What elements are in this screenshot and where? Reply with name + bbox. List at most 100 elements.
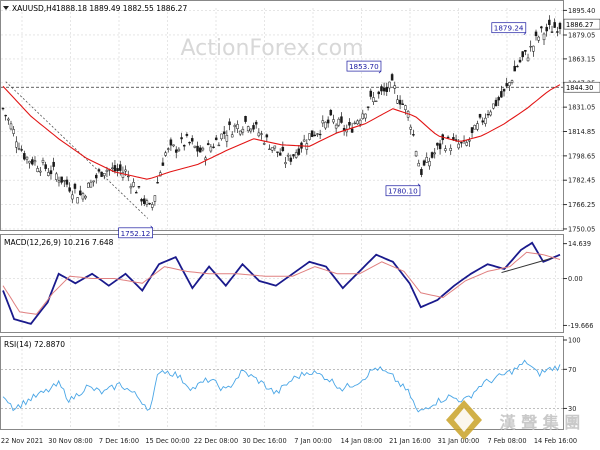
candle-body bbox=[284, 162, 287, 165]
candle-body bbox=[241, 128, 245, 133]
price-y-tick-label: 1863.15 bbox=[568, 55, 595, 63]
candle-body bbox=[385, 86, 389, 92]
candle-body bbox=[63, 180, 66, 182]
candle-body bbox=[444, 148, 447, 151]
annotation-box bbox=[385, 185, 421, 197]
candle-body bbox=[12, 129, 15, 134]
candle-body bbox=[550, 31, 554, 33]
candle-body bbox=[422, 160, 426, 166]
annotation-label: 1780.10 bbox=[388, 187, 418, 196]
macd-y-tick-label: -19.666 bbox=[568, 322, 593, 330]
candle-body bbox=[254, 121, 258, 125]
axis-layer: 22 Nov 2021 30 Nov 08:00 7 Dec 16:00 15 Dec… bbox=[1, 7, 600, 445]
candle-body bbox=[302, 139, 306, 142]
candle-body bbox=[132, 182, 135, 187]
candle-body bbox=[57, 180, 61, 183]
candle-body bbox=[526, 57, 530, 62]
candle-body bbox=[15, 141, 18, 148]
candle-body bbox=[414, 151, 418, 157]
candle-body bbox=[166, 148, 170, 150]
candle-body bbox=[468, 139, 471, 142]
price-layer: 1853.70 1752.12 1780.10 1879.24 bbox=[1, 15, 563, 239]
candle-body bbox=[353, 122, 357, 125]
candle-body bbox=[270, 147, 274, 151]
candle-body bbox=[521, 51, 524, 58]
candle-body bbox=[41, 159, 45, 163]
candle-body bbox=[332, 119, 335, 123]
candle-body bbox=[420, 169, 423, 175]
annotation-box bbox=[346, 60, 382, 72]
candle-body bbox=[7, 118, 10, 121]
x-tick-label: 30 Nov 08:00 bbox=[48, 437, 92, 445]
candle-body bbox=[135, 192, 138, 194]
macd-line bbox=[2, 241, 561, 325]
candle-body bbox=[377, 91, 381, 95]
candle-body bbox=[494, 99, 498, 106]
candle-body bbox=[148, 202, 151, 205]
candle-body bbox=[233, 124, 237, 128]
macd-panel bbox=[0, 234, 564, 333]
candle-body bbox=[222, 131, 226, 135]
signal-line bbox=[2, 251, 561, 315]
candle-body bbox=[286, 154, 290, 157]
candle-body bbox=[79, 190, 82, 196]
candle-body bbox=[518, 59, 522, 63]
price-y-tick-label: 1782.45 bbox=[568, 177, 595, 185]
candle-body bbox=[97, 169, 101, 172]
candle-body bbox=[198, 147, 202, 153]
candle-body bbox=[47, 172, 50, 176]
candle-body bbox=[273, 145, 277, 149]
candle-body bbox=[201, 147, 205, 151]
candle-body bbox=[260, 133, 263, 135]
candle-body bbox=[71, 194, 74, 200]
candle-body bbox=[524, 49, 527, 52]
candle-body bbox=[297, 148, 301, 155]
candle-body bbox=[100, 171, 103, 177]
candle-body bbox=[81, 193, 85, 200]
annotation-label: 1879.24 bbox=[494, 24, 524, 33]
last-price-box bbox=[563, 18, 600, 30]
candle-body bbox=[137, 186, 141, 188]
candle-body bbox=[230, 134, 234, 138]
candle-body bbox=[196, 145, 199, 152]
candle-body bbox=[334, 124, 338, 129]
candle-body bbox=[540, 26, 543, 29]
candle-body bbox=[60, 176, 63, 183]
macd-y-tick-label: 0.00 bbox=[568, 275, 583, 283]
price-y-tick-label: 1895.40 bbox=[568, 7, 595, 15]
candle-body bbox=[489, 111, 492, 116]
candle-body bbox=[116, 168, 119, 172]
candle-body bbox=[140, 199, 143, 202]
collapse-triangle-icon[interactable] bbox=[3, 6, 9, 10]
candle-body bbox=[500, 91, 503, 98]
candle-body bbox=[390, 74, 394, 81]
x-tick-label: 7 Jan 00:00 bbox=[294, 437, 332, 445]
watermark: ActionForex.com bbox=[181, 36, 364, 61]
candle-body bbox=[430, 152, 434, 158]
candle-body bbox=[113, 165, 117, 172]
annotation-label: 1853.70 bbox=[349, 62, 379, 71]
candle-body bbox=[4, 114, 7, 117]
level-price-label: 1844.30 bbox=[566, 84, 593, 92]
candle-body bbox=[174, 149, 178, 153]
rsi-y-tick-label: 100 bbox=[568, 337, 581, 345]
candle-body bbox=[25, 156, 29, 160]
candle-body bbox=[428, 161, 431, 167]
candle-body bbox=[28, 160, 31, 164]
candle-body bbox=[289, 157, 293, 162]
candle-body bbox=[484, 117, 487, 124]
candle-body bbox=[388, 81, 391, 89]
candle-body bbox=[476, 123, 479, 130]
candle-body bbox=[348, 122, 351, 126]
candle-body bbox=[516, 65, 519, 68]
candle-body bbox=[446, 136, 450, 139]
price-y-tick-label: 1750.05 bbox=[568, 225, 595, 233]
candle-body bbox=[204, 157, 207, 160]
candle-body bbox=[313, 134, 317, 137]
candle-body bbox=[508, 82, 511, 87]
rsi-y-tick-label: 30 bbox=[568, 405, 576, 413]
candle-body bbox=[510, 80, 514, 83]
candle-body bbox=[553, 22, 556, 28]
candle-body bbox=[39, 170, 42, 173]
candle-body bbox=[145, 200, 149, 205]
